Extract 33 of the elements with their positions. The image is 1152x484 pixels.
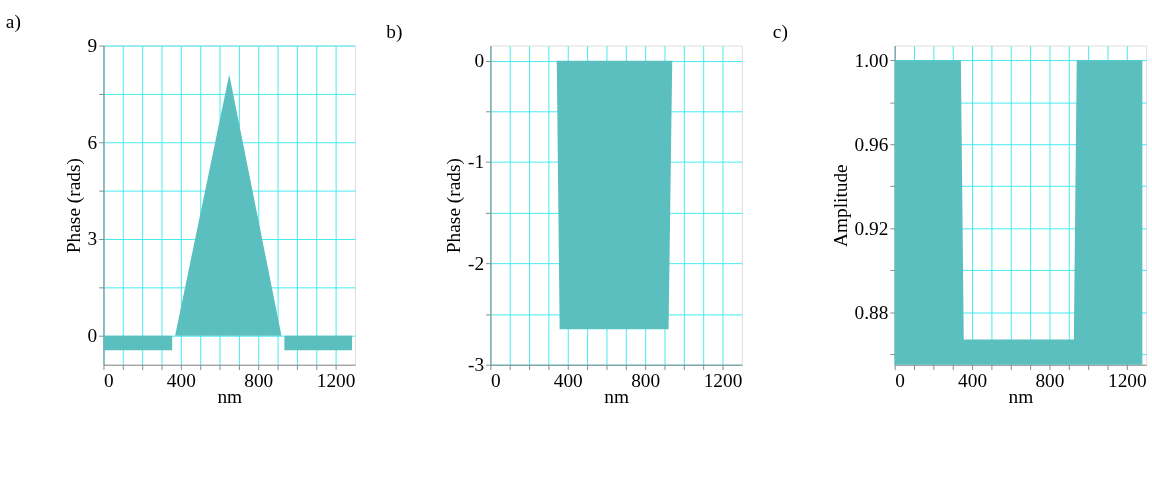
y-tick-label: -1 — [468, 151, 485, 173]
y-tick-label: 0 — [87, 325, 98, 347]
y-tick-label: 0 — [474, 50, 485, 72]
x-tick-label: 1200 — [1108, 370, 1147, 392]
x-axis-title: nm — [604, 385, 629, 407]
x-tick-label: 0 — [895, 370, 905, 392]
x-tick-label: 800 — [244, 370, 274, 392]
x-tick-label: 800 — [631, 370, 661, 392]
x-axis-title: nm — [217, 385, 243, 407]
x-tick-label: 1200 — [316, 370, 356, 392]
x-tick-label: 800 — [1035, 370, 1065, 392]
y-axis-title: Phase (rads) — [62, 158, 85, 254]
chart-title: c) — [772, 20, 788, 43]
chart-title: a) — [5, 11, 21, 34]
x-tick-label: 400 — [958, 370, 988, 392]
y-tick-label: -3 — [468, 354, 485, 376]
y-tick-label: -2 — [468, 252, 485, 274]
y-tick-label: 9 — [87, 34, 98, 56]
y-tick-label: 0.88 — [854, 301, 889, 323]
x-tick-label: 400 — [553, 370, 583, 392]
x-axis-title: nm — [1008, 385, 1034, 407]
y-axis-title: Amplitude — [829, 164, 851, 247]
y-tick-label: 1.00 — [854, 49, 889, 71]
y-tick-label: 3 — [87, 228, 98, 250]
y-tick-label: 0.92 — [854, 217, 889, 239]
y-axis-title: Phase (rads) — [443, 158, 466, 254]
y-tick-label: 6 — [87, 131, 98, 153]
x-tick-label: 1200 — [703, 370, 743, 392]
x-tick-label: 0 — [490, 370, 501, 392]
chart-title: b) — [386, 20, 403, 43]
x-tick-label: 400 — [166, 370, 196, 392]
y-tick-label: 0.96 — [854, 133, 889, 155]
x-tick-label: 0 — [103, 370, 114, 392]
